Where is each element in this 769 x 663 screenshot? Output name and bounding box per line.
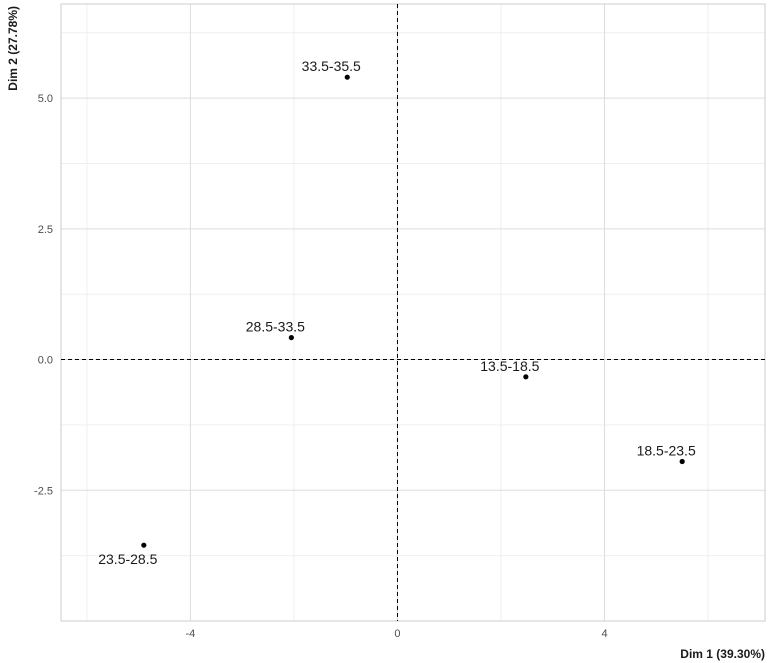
- point-label: 23.5-28.5: [98, 551, 157, 567]
- y-tick-label: 5.0: [38, 93, 53, 105]
- data-point: [344, 74, 350, 80]
- x-axis-title: Dim 1 (39.30%): [680, 647, 765, 661]
- y-tick-label: 2.5: [38, 224, 53, 236]
- point-label: 28.5-33.5: [246, 319, 305, 335]
- data-point: [288, 334, 294, 341]
- data-point: [141, 542, 147, 548]
- data-point: [523, 374, 529, 380]
- point-label: 33.5-35.5: [302, 58, 361, 74]
- reference-lines: [61, 4, 765, 621]
- point-label: 13.5-18.5: [480, 358, 539, 374]
- y-axis-title: Dim 2 (27.78%): [6, 6, 20, 91]
- data-points: [141, 74, 685, 548]
- minor-gridlines: [61, 4, 765, 621]
- point-labels: 33.5-35.5 28.5-33.5 13.5-18.5 18.5-23.5 23.5…: [98, 58, 696, 567]
- y-tick-labels: -2.5 0.0 2.5 5.0: [34, 93, 53, 497]
- point-label: 18.5-23.5: [637, 443, 696, 459]
- x-tick-labels: -4 0 4: [186, 628, 608, 640]
- x-tick-label: -4: [186, 628, 196, 640]
- y-tick-label: -2.5: [34, 485, 53, 497]
- panel-border: [60, 3, 766, 622]
- x-tick-label: 0: [394, 628, 400, 640]
- data-point: [679, 458, 685, 465]
- y-tick-label: 0.0: [38, 355, 53, 367]
- x-tick-label: 4: [601, 628, 607, 640]
